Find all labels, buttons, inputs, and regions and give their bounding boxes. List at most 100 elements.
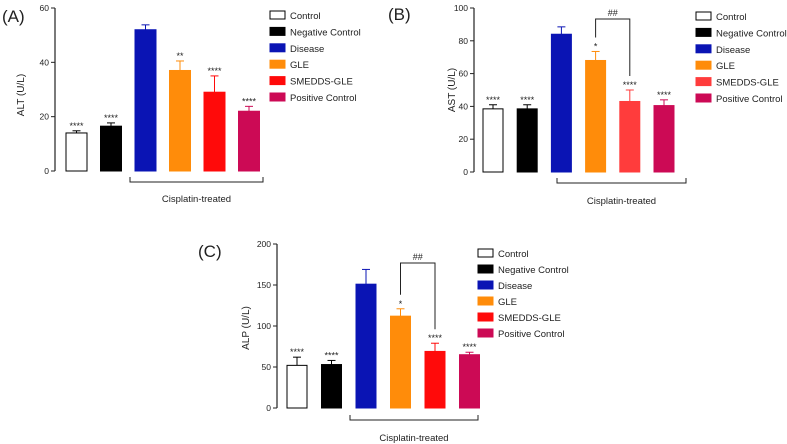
- legend-swatch: [477, 264, 494, 274]
- legend-label: Negative Control: [716, 28, 787, 39]
- legend-swatch: [269, 76, 286, 86]
- legend-swatch: [477, 248, 494, 258]
- legend-label: Positive Control: [290, 93, 357, 104]
- significance-marker: ****: [462, 342, 477, 352]
- comparison-bracket: [595, 18, 631, 76]
- legend-label: Control: [716, 12, 747, 23]
- legend-swatch: [269, 26, 286, 36]
- legend-swatch: [477, 296, 494, 306]
- significance-marker: *: [594, 41, 598, 51]
- significance-marker: ****: [324, 350, 339, 360]
- bar-smedds-gle: [619, 100, 641, 173]
- legend-swatch: [269, 10, 286, 20]
- legend-swatch: [695, 77, 712, 87]
- bar-negative-control: [516, 108, 538, 173]
- bar-gle: [585, 59, 607, 173]
- legend-label: GLE: [290, 60, 309, 71]
- legend-label: GLE: [498, 297, 517, 308]
- legend-label: Control: [498, 249, 529, 260]
- legend-label: Control: [290, 11, 321, 22]
- significance-marker: *: [399, 299, 403, 309]
- legend-label: Negative Control: [498, 265, 569, 276]
- y-axis-label: ALT (U/L): [16, 74, 27, 116]
- y-tick-label: 40: [40, 57, 50, 67]
- bar-gle: [169, 69, 191, 172]
- comparison-bracket: [400, 262, 436, 330]
- bar-control: [286, 364, 308, 409]
- y-tick-label: 100: [454, 3, 468, 13]
- panel-label: (B): [388, 5, 411, 24]
- group-bracket: [129, 177, 264, 183]
- legend-swatch: [477, 280, 494, 290]
- y-axis-label: AST (U/L): [447, 68, 458, 112]
- legend-label: SMEDDS-GLE: [290, 77, 353, 88]
- legend-label: Disease: [716, 45, 750, 56]
- legend-label: Disease: [498, 281, 532, 292]
- legend-swatch: [269, 59, 286, 69]
- legend-swatch: [477, 312, 494, 322]
- group-label: Cisplatin-treated: [162, 194, 231, 205]
- y-tick-label: 80: [459, 36, 469, 46]
- y-tick-label: 150: [257, 280, 271, 290]
- legend-label: SMEDDS-GLE: [498, 313, 561, 324]
- y-tick-label: 20: [459, 134, 469, 144]
- comparison-label: ##: [413, 252, 423, 262]
- significance-marker: ****: [486, 95, 501, 105]
- legend-swatch: [695, 60, 712, 70]
- legend-label: GLE: [716, 61, 735, 72]
- legend-swatch: [695, 93, 712, 103]
- y-tick-label: 20: [40, 112, 50, 122]
- y-tick-label: 0: [266, 403, 271, 413]
- panel-label: (C): [198, 242, 222, 261]
- significance-marker: ****: [104, 113, 119, 123]
- significance-marker: ****: [428, 333, 443, 343]
- legend-swatch: [269, 92, 286, 102]
- legend-swatch: [695, 11, 712, 21]
- bar-disease: [355, 283, 377, 409]
- bar-disease: [550, 33, 572, 173]
- legend-label: Positive Control: [716, 94, 783, 105]
- panel-label: (A): [2, 7, 25, 26]
- y-tick-label: 60: [459, 69, 469, 79]
- significance-marker: ****: [290, 347, 305, 357]
- legend-swatch: [477, 328, 494, 338]
- y-tick-label: 50: [262, 362, 272, 372]
- y-tick-label: 100: [257, 321, 271, 331]
- bar-positive-control: [238, 110, 260, 172]
- group-label: Cisplatin-treated: [587, 196, 656, 207]
- legend-swatch: [269, 43, 286, 53]
- y-tick-label: 40: [459, 101, 469, 111]
- significance-marker: **: [176, 51, 184, 61]
- y-axis-label: ALP (U/L): [241, 306, 252, 350]
- significance-marker: ****: [207, 66, 222, 76]
- bar-positive-control: [459, 354, 480, 409]
- y-tick-label: 60: [40, 3, 50, 13]
- significance-marker: ****: [623, 80, 638, 90]
- bar-positive-control: [653, 105, 675, 173]
- y-tick-label: 0: [463, 167, 468, 177]
- bar-disease: [134, 29, 157, 172]
- legend-label: Disease: [290, 44, 324, 55]
- significance-marker: ****: [242, 96, 257, 106]
- significance-marker: ****: [520, 95, 535, 105]
- bar-smedds-gle: [203, 91, 226, 172]
- bar-gle: [390, 315, 411, 409]
- y-tick-label: 200: [257, 239, 271, 249]
- significance-marker: ****: [69, 121, 84, 131]
- bar-control: [65, 132, 88, 172]
- bar-negative-control: [321, 364, 342, 409]
- legend-swatch: [695, 27, 712, 37]
- group-bracket: [556, 178, 687, 184]
- group-label: Cisplatin-treated: [379, 433, 448, 444]
- comparison-label: ##: [608, 8, 618, 18]
- bar-negative-control: [100, 125, 122, 172]
- group-bracket: [349, 415, 479, 421]
- legend-swatch: [695, 44, 712, 54]
- bar-smedds-gle: [424, 350, 446, 409]
- y-tick-label: 0: [44, 166, 49, 176]
- legend-label: Positive Control: [498, 329, 565, 340]
